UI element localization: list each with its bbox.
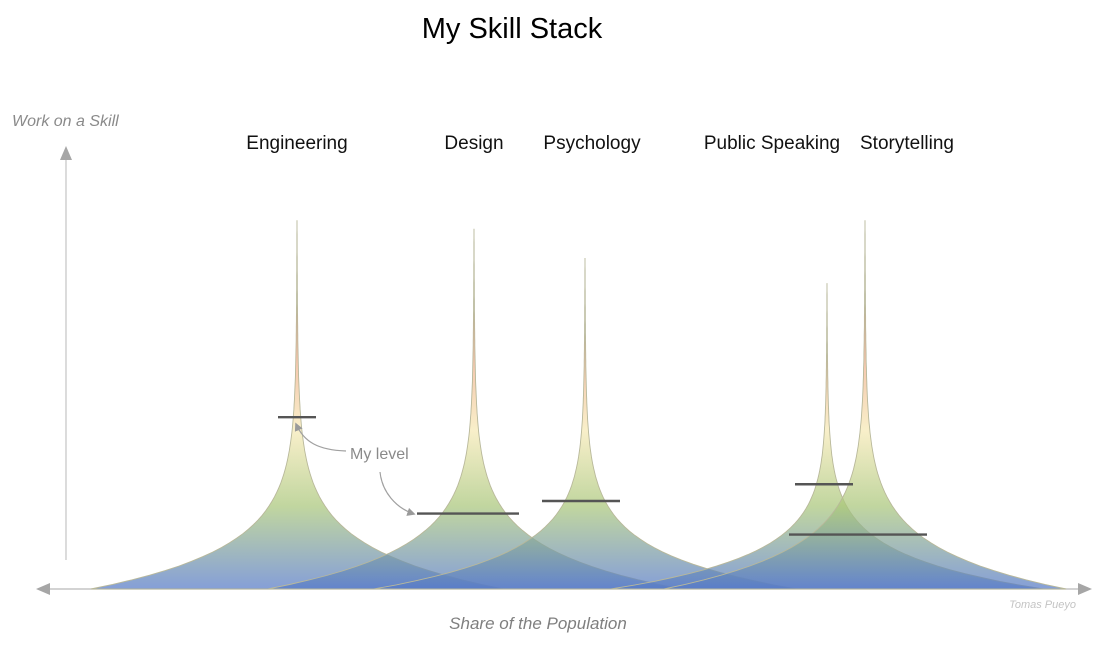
annotation-arrow-engineering <box>294 422 347 452</box>
skill-label-psychology: Psychology <box>543 133 641 154</box>
my-level-annotation: My level <box>350 446 409 463</box>
chart-title: My Skill Stack <box>422 13 603 45</box>
skill-label-public-speaking: Public Speaking <box>704 133 840 154</box>
x-axis-left-arrowhead <box>36 583 50 595</box>
skill-levels <box>278 416 927 536</box>
skill-curves <box>90 220 1067 590</box>
annotation-arrow-design <box>379 471 416 516</box>
skill-curve-psychology <box>373 258 797 590</box>
y-axis-arrowhead <box>60 146 72 160</box>
skill-label-design: Design <box>444 133 503 154</box>
x-axis-right-arrowhead <box>1078 583 1092 595</box>
skill-label-engineering: Engineering <box>246 133 347 154</box>
skill-labels: Engineering Design Psychology Public Speaki… <box>246 133 954 154</box>
x-axis-label: Share of the Population <box>449 614 627 633</box>
credit-text: Tomas Pueyo <box>1009 599 1076 611</box>
skill-curve-storytelling <box>663 220 1067 590</box>
y-axis-label: Work on a Skill <box>12 113 119 130</box>
skill-label-storytelling: Storytelling <box>860 133 954 154</box>
